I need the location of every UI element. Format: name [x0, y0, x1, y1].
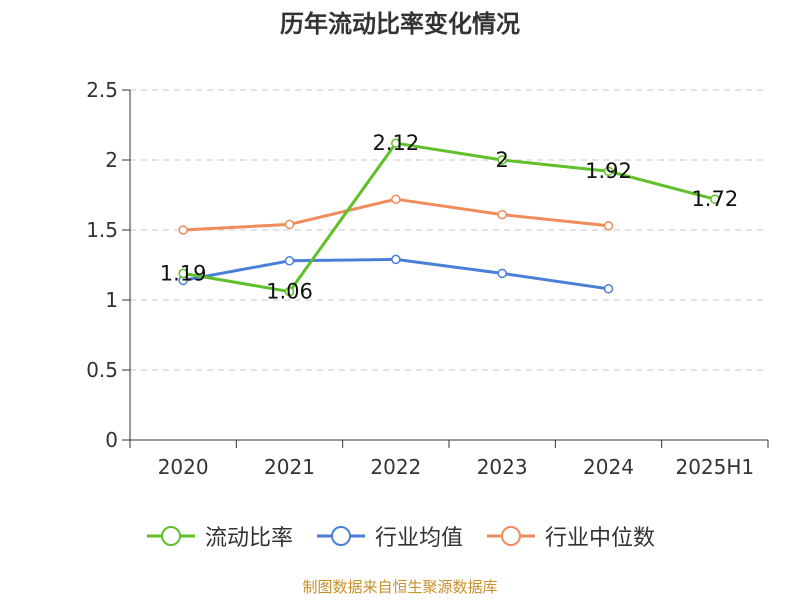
y-tick-label: 0.5: [86, 358, 118, 382]
series-point: [710, 194, 720, 204]
series-point: [603, 166, 614, 176]
legend-item[interactable]: 行业中位数: [485, 520, 655, 552]
legend-swatch-icon: [316, 526, 365, 546]
series-point: [391, 254, 401, 265]
chart-title: 历年流动比率变化情况: [280, 10, 520, 38]
series-point: [284, 219, 295, 230]
legend-swatch-icon: [487, 526, 535, 546]
legend-label: 行业均值: [374, 526, 463, 551]
x-tick-label: 2020: [158, 455, 209, 479]
x-tick-label: 2021: [264, 455, 315, 479]
series-point: [284, 286, 295, 297]
y-tick-label: 0: [105, 428, 118, 452]
legend-item[interactable]: 行业均值: [315, 520, 463, 552]
legend-label: 流动比率: [204, 526, 293, 551]
x-tick-label: 2024: [583, 455, 634, 479]
data-label: 2: [495, 148, 508, 172]
series-point: [497, 268, 507, 279]
series-point: [178, 268, 188, 279]
series-point: [391, 194, 401, 204]
x-tick-label: 2023: [477, 455, 528, 479]
legend-item[interactable]: 流动比率: [145, 520, 293, 552]
y-tick-label: 1.5: [86, 218, 118, 242]
series-point: [497, 209, 507, 220]
series-point: [497, 155, 507, 165]
data-label: 1.92: [585, 159, 632, 183]
legend-label: 行业中位数: [545, 526, 656, 551]
data-label: 1.19: [160, 261, 207, 285]
series-point: [603, 221, 614, 231]
series-point: [178, 225, 188, 235]
x-tick-label: 2022: [370, 455, 421, 479]
series-point: [391, 138, 401, 148]
data-label: 1.06: [266, 280, 313, 304]
data-label: 2.12: [372, 131, 419, 155]
data-label: 1.72: [691, 187, 738, 211]
y-tick-label: 1: [105, 288, 118, 312]
y-tick-label: 2.5: [86, 78, 118, 102]
legend-swatch-icon: [146, 526, 195, 546]
data-source-note: 制图数据来自恒生聚源数据库: [302, 578, 498, 596]
y-tick-label: 2: [105, 148, 118, 172]
series-point: [603, 284, 614, 294]
chart-legend: 流动比率 行业均值 行业中位数: [0, 518, 800, 554]
x-tick-label: 2025H1: [675, 455, 754, 479]
series-point: [284, 256, 295, 266]
series-line: [182, 141, 716, 294]
